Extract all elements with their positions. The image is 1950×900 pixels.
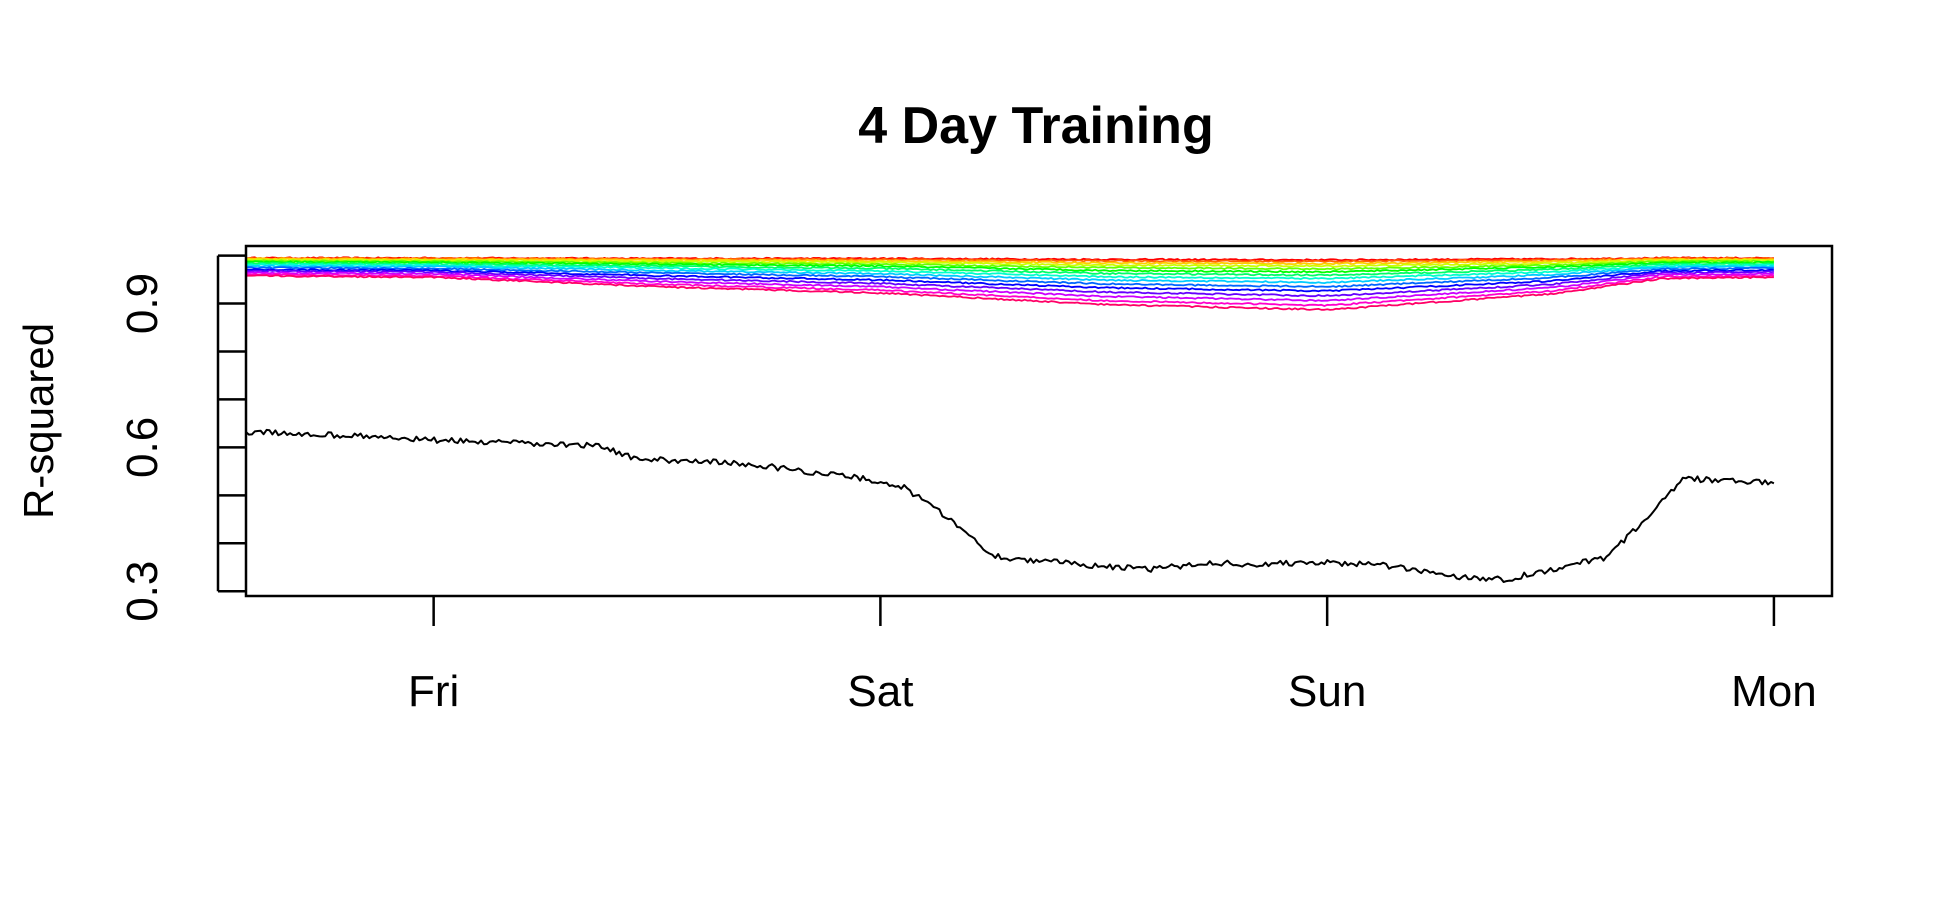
x-tick-label: Fri — [408, 667, 459, 716]
y-tick-label: 0.3 — [118, 561, 167, 622]
series-line-00ff00 — [245, 260, 1774, 274]
x-tick-label: Sat — [847, 667, 913, 716]
series-line-ff0066 — [246, 274, 1774, 311]
series-line-cc00ff — [246, 271, 1774, 302]
series-line-0066ff — [245, 266, 1774, 288]
chart-title: 4 Day Training — [858, 97, 1213, 155]
series-layer — [245, 256, 1775, 583]
y-tick-label: 0.6 — [118, 417, 167, 478]
y-axis-label: R-squared — [15, 323, 62, 519]
y-axis: 0.3 0.6 0.9 — [118, 254, 246, 622]
y-tick-label: 0.9 — [118, 273, 167, 334]
series-line-ff6600 — [245, 256, 1774, 263]
series-line-black — [245, 428, 1775, 583]
series-line-00ff66 — [246, 261, 1774, 277]
x-tick-label: Mon — [1731, 667, 1817, 716]
series-line-6600ff — [245, 269, 1774, 298]
series-line-00ccff — [245, 264, 1775, 285]
plot-frame — [244, 244, 1834, 598]
series-line-66ff00 — [245, 259, 1775, 271]
series-line-ccff00 — [245, 258, 1774, 268]
x-tick-label: Sun — [1288, 667, 1366, 716]
series-line-00ffcc — [245, 263, 1774, 281]
x-axis: Fri Sat Sun Mon — [408, 596, 1817, 716]
series-line-0000ff — [245, 268, 1774, 293]
series-line-ff00cc — [245, 273, 1775, 307]
